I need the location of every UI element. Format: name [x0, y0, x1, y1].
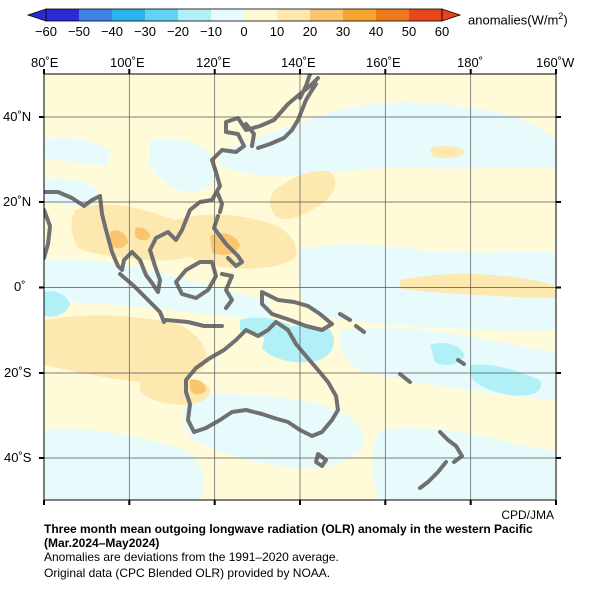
colorbar-segment	[178, 9, 212, 21]
lat-label-20s: 20˚S	[4, 365, 32, 380]
colorbar-tick-label: 10	[269, 24, 285, 39]
anomaly-region-negative-north-india	[44, 137, 110, 165]
anomaly-region-strong-positive-nw-australia	[190, 379, 206, 395]
colorbar-segment	[277, 9, 311, 21]
colorbar-segment	[211, 9, 245, 21]
colorbar-segment	[112, 9, 146, 21]
colorbar-segment	[145, 9, 179, 21]
coastline-java	[164, 318, 224, 328]
colorbar-tick-label: 40	[368, 24, 384, 39]
lon-label-160e: 160˚E	[366, 55, 401, 70]
colorbar-tick-label: 50	[401, 24, 417, 39]
colorbar-tick-label: −10	[199, 24, 223, 39]
colorbar-right-arrow	[441, 8, 462, 22]
colorbar-segment	[376, 9, 410, 21]
colorbar-segment	[244, 9, 278, 21]
lon-label-180: 180˚	[457, 55, 484, 70]
colorbar-left-arrow	[26, 8, 47, 22]
caption-note-2: Original data (CPC Blended OLR) provided…	[44, 566, 331, 580]
lat-label-40s: 40˚S	[4, 450, 32, 465]
coastline-new-caledonia	[398, 372, 412, 384]
coastline-borneo	[174, 260, 218, 300]
coastline-solomons	[338, 312, 366, 334]
colorbar-segment	[79, 9, 113, 21]
colorbar-segment	[409, 9, 443, 21]
credit-label: CPD/JMA	[501, 508, 554, 522]
lon-label-160w: 160˚W	[536, 55, 575, 70]
anomaly-region-negative-southwest	[44, 428, 204, 500]
anomaly-region-positive-north-pacific	[270, 170, 336, 220]
colorbar-tick-label: 60	[434, 24, 450, 39]
coastline-new-guinea	[260, 290, 334, 332]
coastline-japan	[256, 82, 318, 150]
frame-ticks	[39, 69, 561, 505]
lat-label-20n: 20˚N	[3, 194, 32, 209]
caption-note-1: Anomalies are deviations from the 1991–2…	[44, 550, 339, 564]
colorbar	[26, 8, 462, 22]
colorbar-tick-label: 20	[302, 24, 318, 39]
anomaly-region-negative-west-indian-halo	[44, 291, 70, 317]
colorbar-tick-label: −20	[166, 24, 190, 39]
coastline-fiji	[456, 358, 466, 366]
anomaly-region-negative-east-china	[150, 138, 217, 193]
coastline-taiwan	[216, 192, 224, 214]
colorbar-segment	[343, 9, 377, 21]
anomaly-region-positive-northwest-pacific	[430, 145, 465, 159]
coastline-asia	[44, 74, 320, 294]
gridlines	[44, 74, 556, 500]
anomaly-region-strong-negative-south-pacific-east	[470, 364, 541, 396]
colorbar-tick-label: −50	[67, 24, 91, 39]
lon-label-140e: 140˚E	[281, 55, 316, 70]
lat-label-equator: 0˚	[14, 279, 26, 294]
coastline-philippines	[212, 214, 244, 268]
anomaly-region-negative-tasman	[372, 428, 556, 500]
coastline-india	[44, 208, 52, 260]
coastline-sulawesi	[220, 272, 234, 310]
lon-label-100e: 100˚E	[110, 55, 145, 70]
colorbar-tick-label: 30	[335, 24, 351, 39]
coastline-korea	[244, 122, 256, 148]
colorbar-tick-label: −30	[133, 24, 157, 39]
lon-label-80e: 80˚E	[31, 55, 59, 70]
colorbar-segment	[310, 9, 344, 21]
anomaly-region-negative-japan-band	[220, 102, 556, 177]
anomaly-region-positive-indian-ocean	[44, 315, 207, 383]
land-outlines	[44, 74, 466, 490]
colorbar-unit-label: anomalies(W/m2)	[468, 11, 568, 28]
coastline-australia	[184, 320, 340, 438]
lon-label-120e: 120˚E	[196, 55, 231, 70]
colorbar-tick-label: −60	[34, 24, 58, 39]
colorbar-segment	[46, 9, 80, 21]
anomaly-region-negative-bay-bengal	[44, 178, 98, 207]
caption-title: Three month mean outgoing longwave radia…	[44, 522, 533, 550]
colorbar-tick-label: −40	[100, 24, 124, 39]
anomaly-region-strong-positive-indochina	[110, 230, 128, 249]
anomaly-region-positive-equatorial-pacific	[400, 273, 556, 298]
lat-label-40n: 40˚N	[3, 109, 32, 124]
anomaly-region-strong-positive-malaysia	[135, 227, 150, 241]
colorbar-tick-label: 0	[240, 24, 248, 39]
